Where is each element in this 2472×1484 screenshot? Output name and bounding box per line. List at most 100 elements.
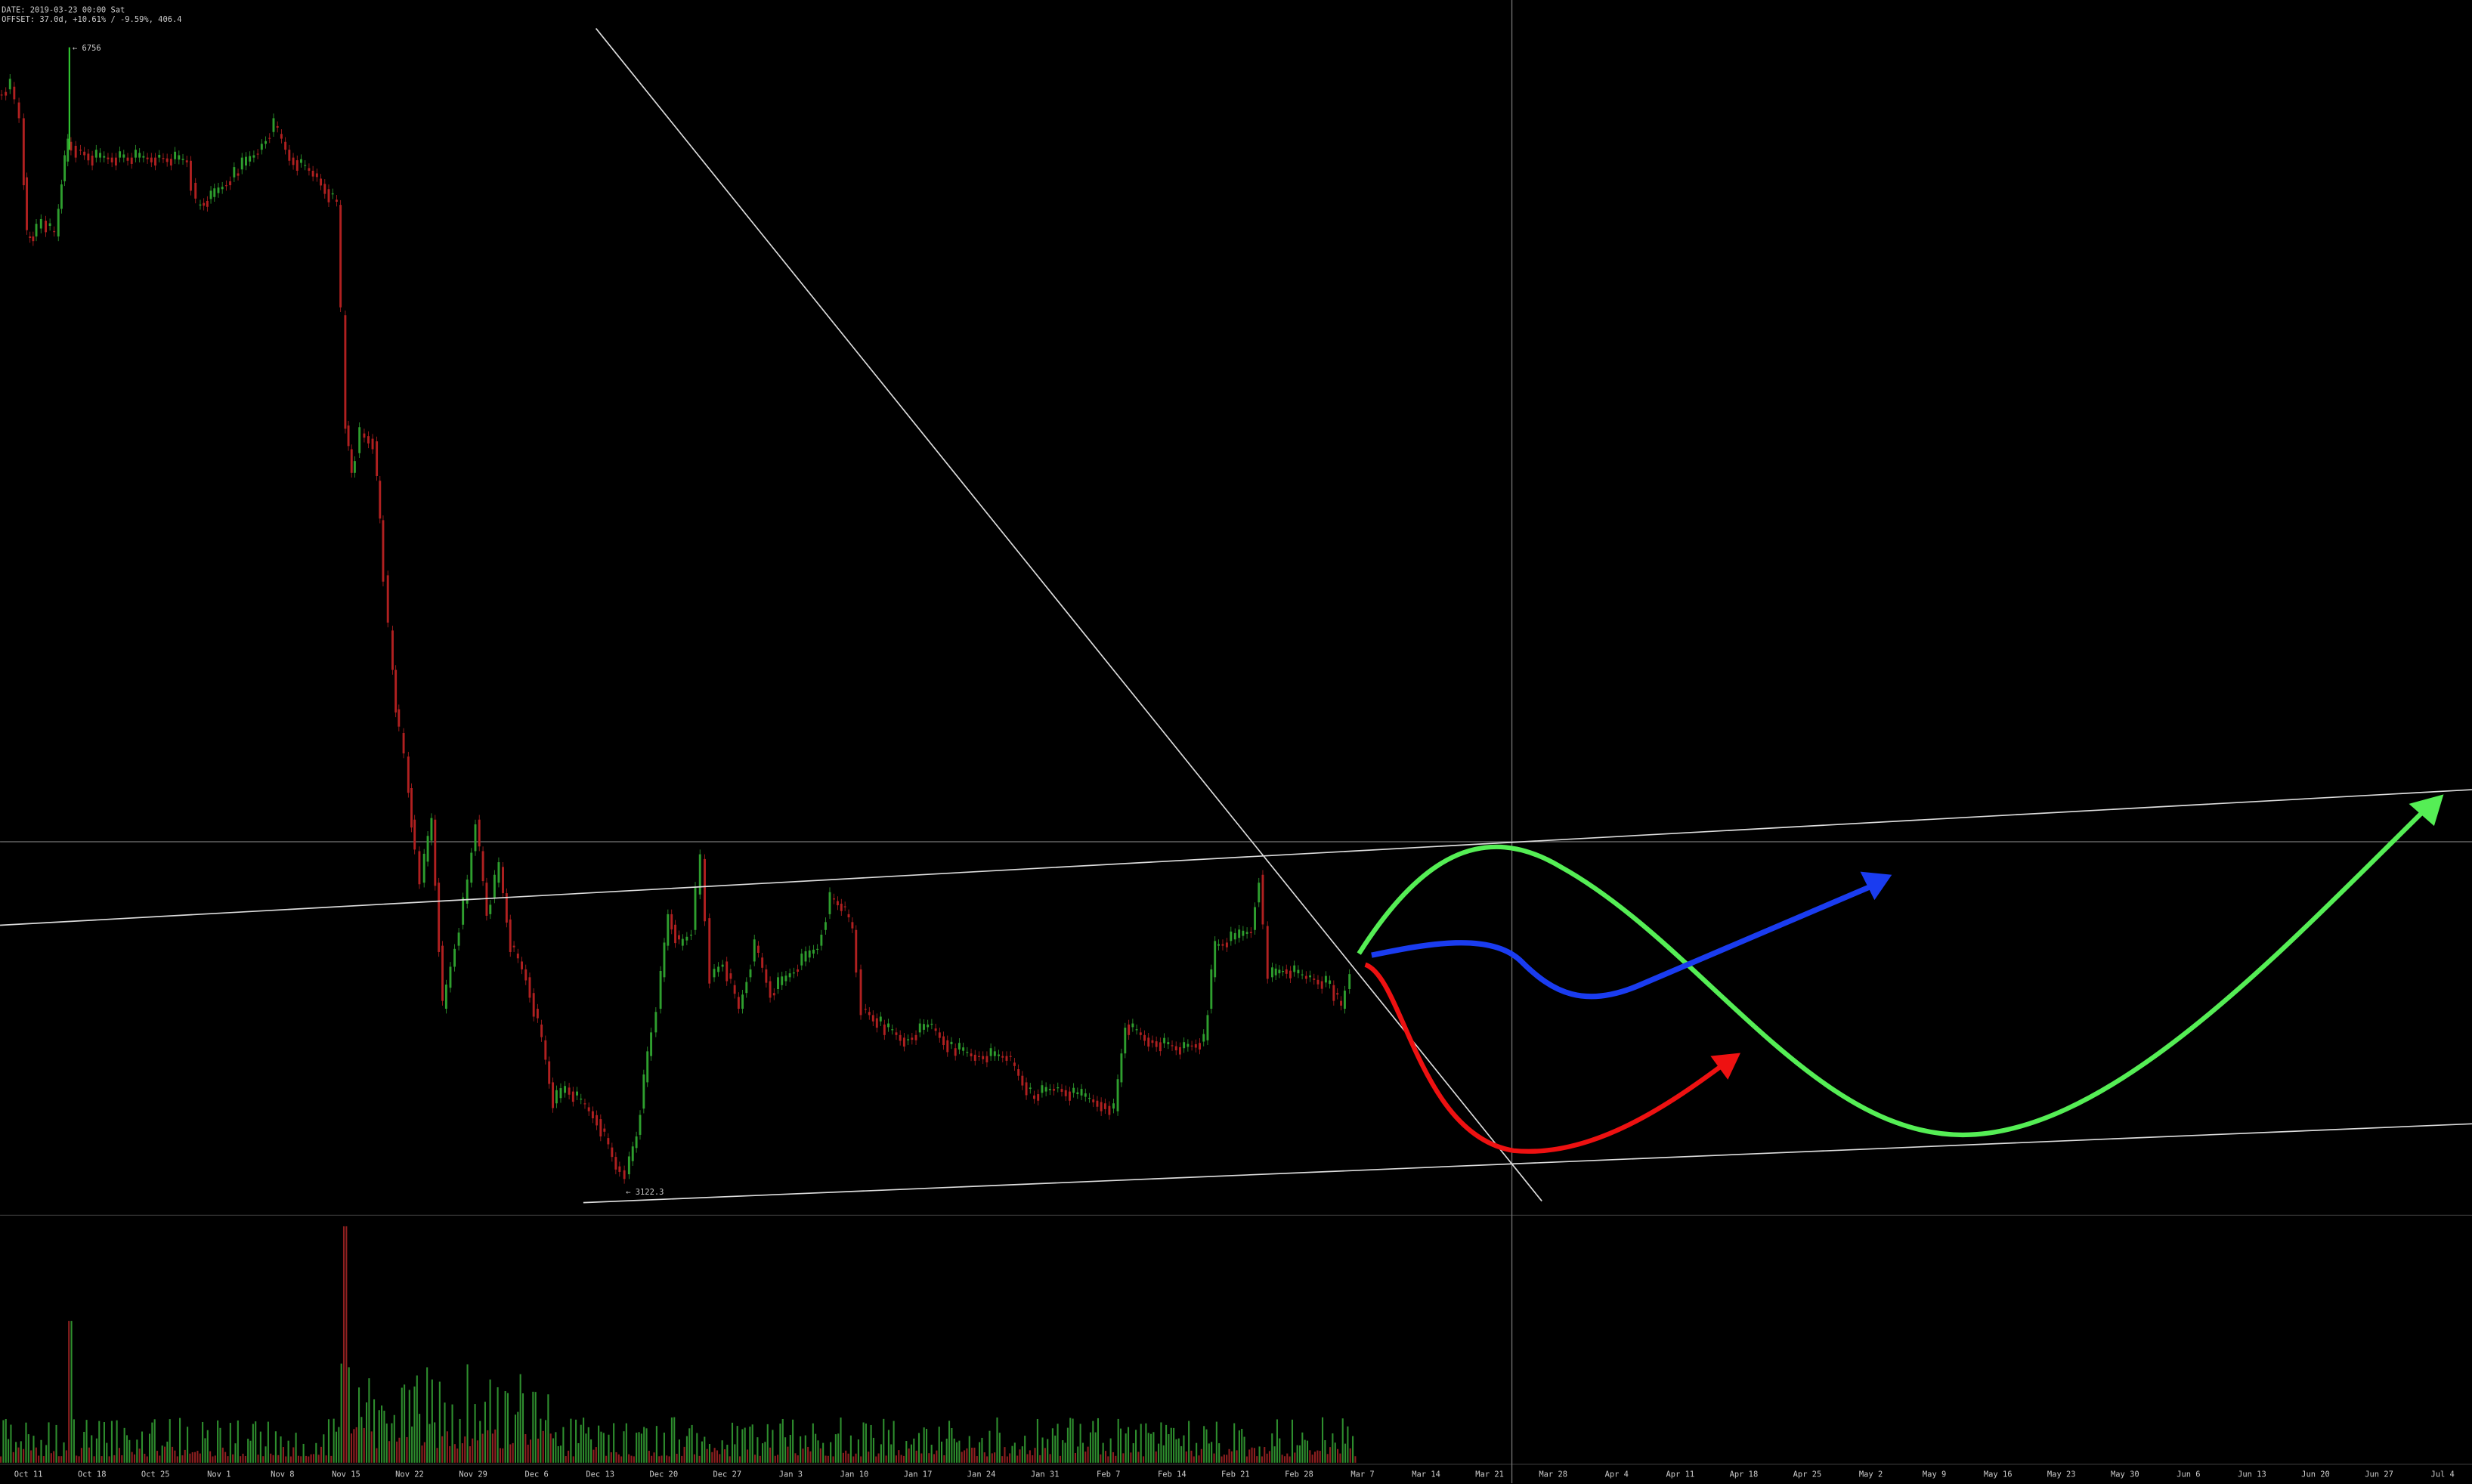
scenario-blue (1371, 881, 1877, 1000)
candle (1025, 1082, 1028, 1096)
volume-bar (60, 1456, 63, 1463)
volume-bar (161, 1445, 163, 1463)
volume-bar (32, 1436, 35, 1463)
candle (379, 481, 382, 519)
candle (934, 1028, 937, 1031)
candle (221, 187, 224, 190)
candle (1001, 1056, 1004, 1058)
candle (323, 184, 326, 194)
volume-bar (267, 1421, 269, 1463)
volume-bar (517, 1411, 519, 1463)
volume-bar (449, 1445, 451, 1463)
channel-lower (583, 1123, 2472, 1204)
candle (733, 985, 736, 994)
candle (611, 1147, 614, 1158)
volume-bar (933, 1454, 936, 1463)
volume-bar (1228, 1448, 1230, 1463)
candle (413, 819, 416, 850)
candle (639, 1115, 642, 1135)
candle (587, 1107, 590, 1111)
volume-bar (1196, 1442, 1198, 1463)
candle (505, 893, 508, 923)
candle (453, 948, 456, 967)
volume-bar (1233, 1423, 1236, 1463)
volume-bar (353, 1429, 355, 1463)
candle (1194, 1043, 1197, 1048)
volume-bar (57, 1456, 60, 1463)
candle (824, 922, 827, 930)
candle (681, 938, 684, 946)
x-tick-label: Apr 11 (1666, 1470, 1695, 1479)
candle (627, 1156, 630, 1175)
candle (840, 903, 843, 911)
candle (540, 1024, 543, 1037)
x-tick-label: Apr 4 (1605, 1470, 1629, 1479)
volume-bar (141, 1431, 144, 1463)
volume-bar (1198, 1455, 1200, 1463)
volume-bar (819, 1448, 821, 1463)
volume-bar (557, 1445, 559, 1463)
candle (911, 1037, 914, 1040)
candle (623, 1170, 626, 1179)
candle (1021, 1075, 1024, 1086)
candle (308, 168, 311, 171)
volume-bar (172, 1446, 174, 1463)
volume-bar (1165, 1424, 1168, 1463)
volume-bar (209, 1451, 212, 1463)
volume-bar (393, 1414, 395, 1463)
candle (704, 858, 706, 922)
candle (899, 1034, 902, 1041)
volume-bar (446, 1431, 448, 1463)
x-tick-label: Apr 25 (1793, 1470, 1822, 1479)
volume-bar (212, 1456, 214, 1463)
volume-bar (174, 1450, 176, 1463)
candle (169, 159, 172, 166)
candle (410, 788, 413, 828)
volume-bar (1069, 1418, 1072, 1463)
volume-bar (537, 1438, 540, 1463)
candle (371, 438, 374, 450)
volume-bar (335, 1431, 338, 1463)
x-axis: Oct 11 Oct 18 Oct 25 Nov 1 Nov 8 Nov 15 Nov 22… (14, 1470, 2455, 1479)
volume-bar (746, 1449, 749, 1463)
x-tick-label: Feb 21 (1221, 1470, 1250, 1479)
volume-bar (68, 1321, 70, 1463)
volume-bar (202, 1421, 204, 1463)
volume-bar (1102, 1442, 1104, 1463)
volume-bar (736, 1426, 738, 1463)
volume-bar (421, 1445, 423, 1463)
volume-bar (1324, 1439, 1326, 1463)
volume-bar (847, 1453, 849, 1463)
volume-bar (1283, 1456, 1286, 1463)
volume-bar (232, 1454, 234, 1463)
candle (1245, 932, 1248, 934)
candle (194, 182, 197, 199)
volume-bar (898, 1450, 900, 1463)
volume-bar (80, 1448, 82, 1463)
candle (599, 1119, 602, 1137)
volume-bar (524, 1433, 527, 1463)
candle (667, 914, 670, 946)
candle (142, 156, 145, 158)
volume-bar (1049, 1454, 1051, 1463)
candle (67, 138, 70, 162)
volume-bar (378, 1410, 380, 1463)
candle (737, 997, 740, 1009)
candle (1167, 1042, 1170, 1044)
volume-bar (560, 1445, 562, 1463)
volume-bar (991, 1453, 993, 1463)
volume-bar (45, 1445, 48, 1463)
volume-bar (464, 1436, 466, 1463)
volume-bar (348, 1367, 350, 1463)
volume-bar (166, 1441, 169, 1463)
volume-bar (1009, 1453, 1011, 1463)
volume-bar (1316, 1450, 1319, 1463)
candle (497, 862, 500, 883)
candle (224, 185, 227, 187)
volume-bar (832, 1456, 834, 1463)
x-tick-label: Feb 14 (1158, 1470, 1186, 1479)
volume-bar (986, 1456, 988, 1463)
volume-bar (133, 1454, 136, 1463)
volume-bar (1200, 1448, 1202, 1463)
